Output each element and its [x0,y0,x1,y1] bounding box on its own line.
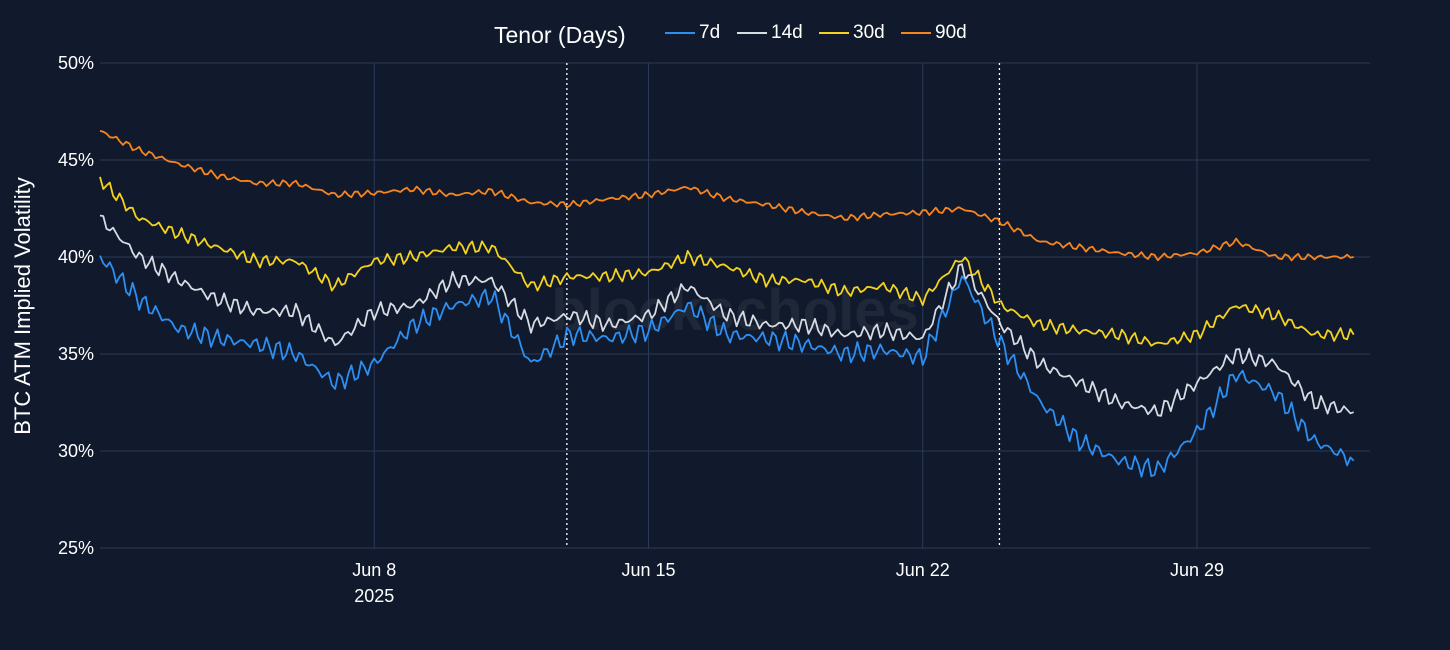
series-line-7d [99,255,1355,478]
y-axis-ticks: 25% 30% 35% 40% 45% 50% [58,53,94,558]
legend-label-30d[interactable]: 30d [853,22,885,43]
x-tick-sublabel: 2025 [354,586,394,606]
y-tick-label: 45% [58,150,94,170]
legend-label-14d[interactable]: 14d [771,22,803,43]
x-axis-ticks: Jun 8 2025 Jun 15 Jun 22 Jun 29 [352,560,1224,606]
legend-label-90d[interactable]: 90d [935,22,967,43]
y-tick-label: 40% [58,247,94,267]
grid [100,62,1370,549]
x-tick-label: Jun 29 [1170,560,1224,580]
y-tick-label: 25% [58,538,94,558]
vertical-markers [566,63,1001,548]
x-tick-label: Jun 15 [621,560,675,580]
legend: Tenor (Days) 7d 14d 30d 90d [494,22,967,48]
legend-title: Tenor (Days) [494,22,626,48]
legend-label-7d[interactable]: 7d [699,22,720,43]
y-axis-title: BTC ATM Implied Volatility [10,177,35,435]
watermark-text: blockscholes [551,278,918,343]
y-tick-label: 35% [58,344,94,364]
y-tick-label: 30% [58,441,94,461]
series-lines [99,130,1355,478]
series-line-14d [99,214,1354,417]
x-tick-label: Jun 22 [896,560,950,580]
series-line-30d [99,176,1355,347]
y-tick-label: 50% [58,53,94,73]
series-line-90d [99,130,1354,262]
x-tick-label: Jun 8 [352,560,396,580]
